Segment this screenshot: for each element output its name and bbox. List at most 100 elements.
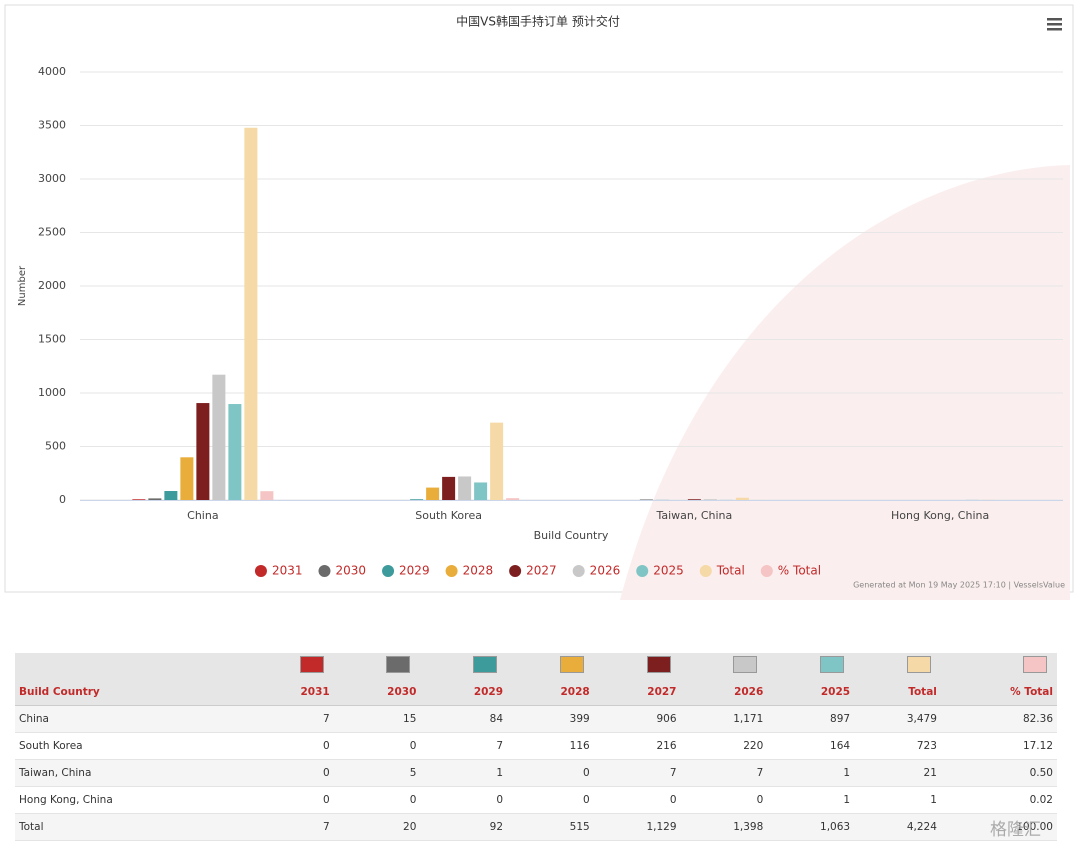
table-cell: 399 xyxy=(507,705,594,733)
bar xyxy=(703,499,717,500)
table-row: South Korea 0 0 7 116 216 220 164 723 17.12 xyxy=(15,732,1057,760)
table-cell: 906 xyxy=(593,705,681,733)
header-cell: 2030 xyxy=(333,679,421,706)
table-cell: 84 xyxy=(420,705,508,733)
header-cell: 2025 xyxy=(767,679,855,706)
bar xyxy=(474,482,488,500)
table-cell: 92 xyxy=(420,813,508,841)
bar xyxy=(506,498,520,500)
table-cell: 0 xyxy=(247,759,334,787)
swatch-cell xyxy=(854,653,941,679)
table-cell: 0 xyxy=(593,786,681,814)
table-cell: 897 xyxy=(767,705,855,733)
swatch-cell xyxy=(420,653,508,679)
table-cell: 17.12 xyxy=(940,732,1057,760)
legend-marker xyxy=(636,565,649,577)
table-cell: 1,398 xyxy=(680,813,768,841)
bar xyxy=(458,476,472,500)
legend-label: 2028 xyxy=(463,564,494,578)
legend-marker xyxy=(760,565,773,577)
swatch-cell xyxy=(247,653,334,679)
bar xyxy=(490,422,504,500)
swatch-cell xyxy=(680,653,768,679)
data-table: Build Country 2031 2030 2029 2028 2027 2026 202… xyxy=(15,653,1057,841)
table-cell: 82.36 xyxy=(940,705,1057,733)
header-cell: Total xyxy=(854,679,941,706)
table-cell: Hong Kong, China xyxy=(15,786,248,814)
table-cell: 0.02 xyxy=(940,786,1057,814)
table-cell: 1 xyxy=(854,786,941,814)
swatch-row xyxy=(15,653,1057,679)
y-tick-label: 500 xyxy=(45,440,66,453)
swatch xyxy=(820,656,845,673)
bar xyxy=(196,403,210,500)
bar xyxy=(442,476,456,500)
table-cell: 0 xyxy=(333,786,421,814)
chart-title: 中国VS韩国手持订单 预计交付 xyxy=(456,14,620,29)
table-cell: 15 xyxy=(333,705,421,733)
legend-marker xyxy=(318,565,331,577)
y-tick-label: 4000 xyxy=(38,65,66,78)
swatch-cell xyxy=(767,653,855,679)
watermark-shape xyxy=(620,165,1070,600)
table-cell: 3,479 xyxy=(854,705,941,733)
table-cell: 0 xyxy=(247,732,334,760)
legend-label: 2027 xyxy=(526,564,557,578)
swatch-cell xyxy=(507,653,594,679)
table-cell: 7 xyxy=(680,759,768,787)
chart: 中国VS韩国手持订单 预计交付 Number Build Country Gen… xyxy=(4,4,1074,600)
table-row: Total 7 20 92 515 1,129 1,398 1,063 4,224 100.00 xyxy=(15,813,1057,841)
legend-label: % Total xyxy=(778,564,821,578)
legend-marker xyxy=(699,565,712,577)
table-cell: 0 xyxy=(507,759,594,787)
bar xyxy=(148,498,162,500)
y-axis-title: Number xyxy=(17,265,28,306)
swatch xyxy=(386,656,411,673)
table-cell: 7 xyxy=(593,759,681,787)
table-cell: 7 xyxy=(247,705,334,733)
table-cell: 7 xyxy=(247,813,334,841)
legend-marker xyxy=(509,565,522,577)
table-cell: 220 xyxy=(680,732,768,760)
x-tick-label: South Korea xyxy=(415,509,482,522)
table-cell: 0 xyxy=(680,786,768,814)
x-tick-label: Taiwan, China xyxy=(655,509,732,522)
table-cell: China xyxy=(15,705,248,733)
table-cell: 1 xyxy=(767,786,855,814)
legend-marker xyxy=(254,565,267,577)
legend-label: 2026 xyxy=(590,564,621,578)
table-cell: 515 xyxy=(507,813,594,841)
table-row: China 7 15 84 399 906 1,171 897 3,479 82.36 xyxy=(15,705,1057,733)
bar xyxy=(212,374,226,500)
table-cell: 0 xyxy=(507,786,594,814)
y-tick-label: 2500 xyxy=(38,226,66,239)
swatch xyxy=(733,656,758,673)
table-cell: 0 xyxy=(333,732,421,760)
menu-icon[interactable] xyxy=(1047,18,1062,31)
swatch xyxy=(906,656,931,673)
swatch xyxy=(646,656,671,673)
header-row: Build Country 2031 2030 2029 2028 2027 2026 202… xyxy=(15,679,1057,706)
bar xyxy=(639,499,653,500)
y-tick-label: 0 xyxy=(59,493,66,506)
watermark: 格隆汇 xyxy=(990,820,1041,840)
header-cell: % Total xyxy=(940,679,1057,706)
header-cell: 2028 xyxy=(507,679,594,706)
table-cell: 1,063 xyxy=(767,813,855,841)
legend-label: Total xyxy=(716,564,745,578)
bar xyxy=(426,487,440,500)
table-cell: 7 xyxy=(420,732,508,760)
bar xyxy=(687,499,701,500)
table-cell: 164 xyxy=(767,732,855,760)
legend-marker xyxy=(572,565,585,577)
bar xyxy=(164,491,178,500)
bar xyxy=(132,499,146,500)
table-cell: 5 xyxy=(333,759,421,787)
table-cell: 0 xyxy=(420,786,508,814)
swatch-cell xyxy=(940,653,1057,679)
x-axis-title: Build Country xyxy=(534,529,609,542)
table-row: Hong Kong, China 0 0 0 0 0 0 1 1 0.02 xyxy=(15,786,1057,814)
swatch-cell xyxy=(593,653,681,679)
table-cell: 1,171 xyxy=(680,705,768,733)
table-cell: 1,129 xyxy=(593,813,681,841)
